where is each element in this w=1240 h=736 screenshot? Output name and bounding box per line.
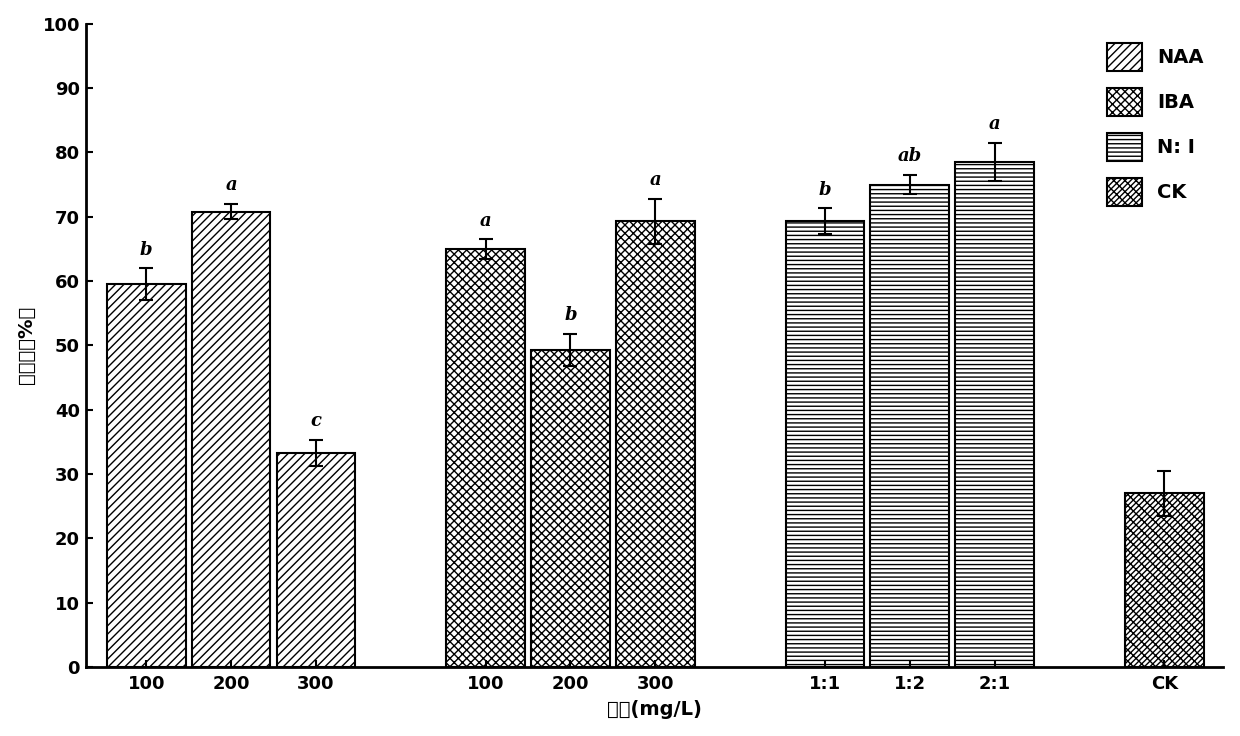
Text: b: b <box>564 306 577 324</box>
Text: c: c <box>310 412 321 431</box>
X-axis label: 浓度(mg/L): 浓度(mg/L) <box>608 701 702 719</box>
Bar <box>1125 493 1204 667</box>
Text: b: b <box>140 241 153 258</box>
Bar <box>531 350 610 667</box>
Text: b: b <box>818 180 831 199</box>
Bar <box>870 185 949 667</box>
Bar <box>616 222 694 667</box>
Bar <box>446 249 525 667</box>
Bar <box>192 211 270 667</box>
Bar <box>277 453 356 667</box>
Bar <box>785 222 864 667</box>
Bar <box>955 162 1034 667</box>
Text: a: a <box>480 211 491 230</box>
Text: a: a <box>226 176 237 194</box>
Legend: NAA, IBA, N: I, CK: NAA, IBA, N: I, CK <box>1097 33 1214 216</box>
Text: a: a <box>650 171 661 189</box>
Bar <box>107 284 186 667</box>
Text: ab: ab <box>898 147 921 165</box>
Text: a: a <box>988 115 1001 133</box>
Y-axis label: 生根率（%）: 生根率（%） <box>16 306 36 384</box>
